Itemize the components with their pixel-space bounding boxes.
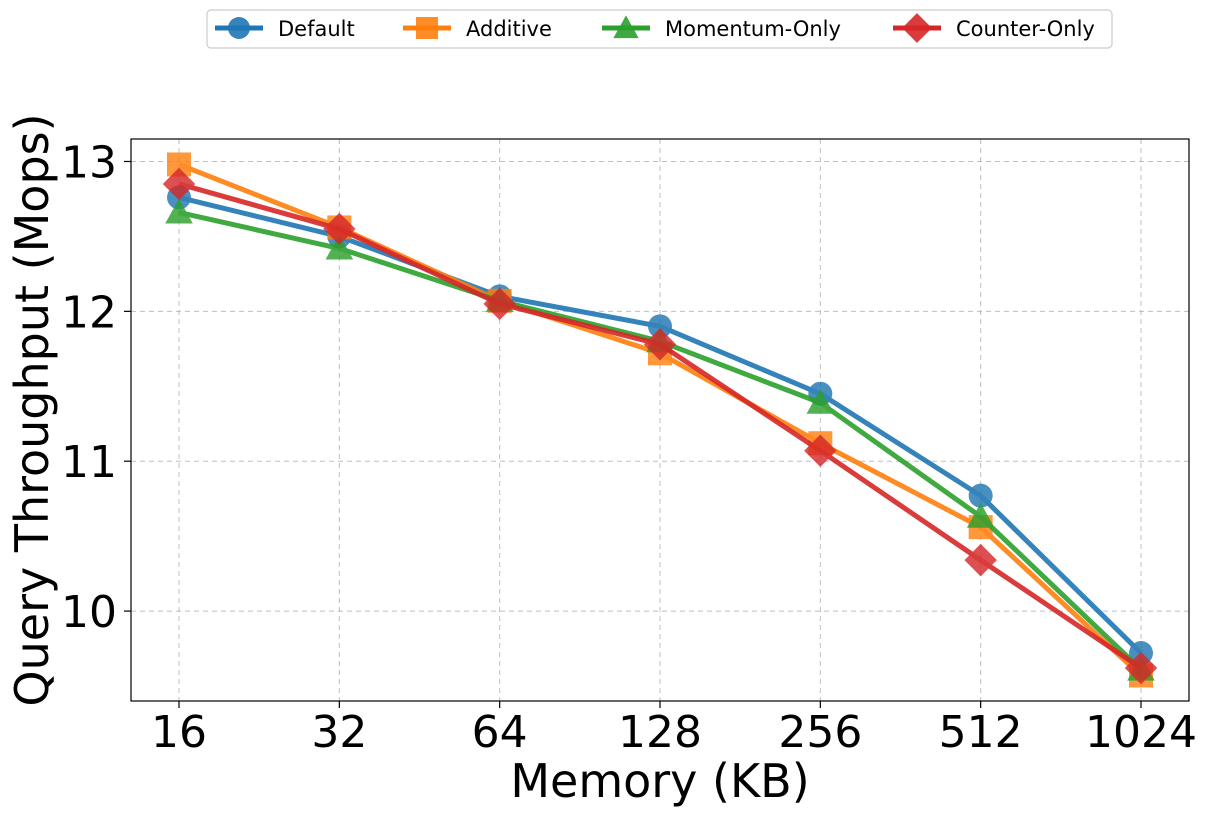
y-tick-label: 11 xyxy=(61,437,117,488)
data-point xyxy=(648,314,672,339)
data-point xyxy=(964,543,997,577)
legend-marker xyxy=(613,15,639,39)
data-point xyxy=(968,483,993,508)
legend-item: Counter-Only xyxy=(893,13,1095,43)
y-axis-label: Query Throughput (Mops) xyxy=(5,113,59,706)
data-point xyxy=(806,388,835,414)
x-tick-label: 64 xyxy=(472,707,528,758)
legend-label: Default xyxy=(278,17,355,41)
x-tick-label: 32 xyxy=(311,707,367,758)
legend-item: Momentum-Only xyxy=(602,15,841,41)
legend-label: Counter-Only xyxy=(956,17,1095,41)
legend-marker xyxy=(902,13,932,43)
y-tick-label: 13 xyxy=(61,137,117,188)
data-point xyxy=(483,287,516,321)
data-point xyxy=(1124,651,1158,685)
legend-label: Additive xyxy=(466,17,552,41)
data-point xyxy=(162,167,196,201)
data-point xyxy=(643,328,677,361)
y-tick-label: 10 xyxy=(61,587,117,638)
x-tick-label: 512 xyxy=(939,707,1023,758)
legend-marker xyxy=(228,17,250,39)
y-tick-label: 12 xyxy=(61,287,117,338)
x-axis-ticks: 16 32 64 128 256 512 1024 xyxy=(151,701,1197,758)
data-point xyxy=(325,234,354,260)
x-axis-label: Memory (KB) xyxy=(510,754,809,808)
data-point xyxy=(804,434,837,467)
series-counter-only xyxy=(162,167,1158,685)
legend-item: Default xyxy=(215,17,355,41)
data-point xyxy=(165,198,193,224)
x-tick-label: 128 xyxy=(618,707,702,758)
legend: Default Additive Momentum-Only Counter-Only xyxy=(206,9,1113,49)
x-tick-label: 256 xyxy=(778,707,862,758)
x-tick-label: 16 xyxy=(151,707,207,758)
series-lines xyxy=(162,152,1158,688)
legend-label: Momentum-Only xyxy=(665,17,841,41)
data-point xyxy=(323,212,356,246)
x-tick-label: 1024 xyxy=(1085,707,1197,758)
legend-item: Additive xyxy=(403,17,552,41)
legend-marker xyxy=(416,17,438,39)
y-axis-ticks: 10 11 12 13 xyxy=(61,137,131,638)
data-point xyxy=(966,502,995,528)
